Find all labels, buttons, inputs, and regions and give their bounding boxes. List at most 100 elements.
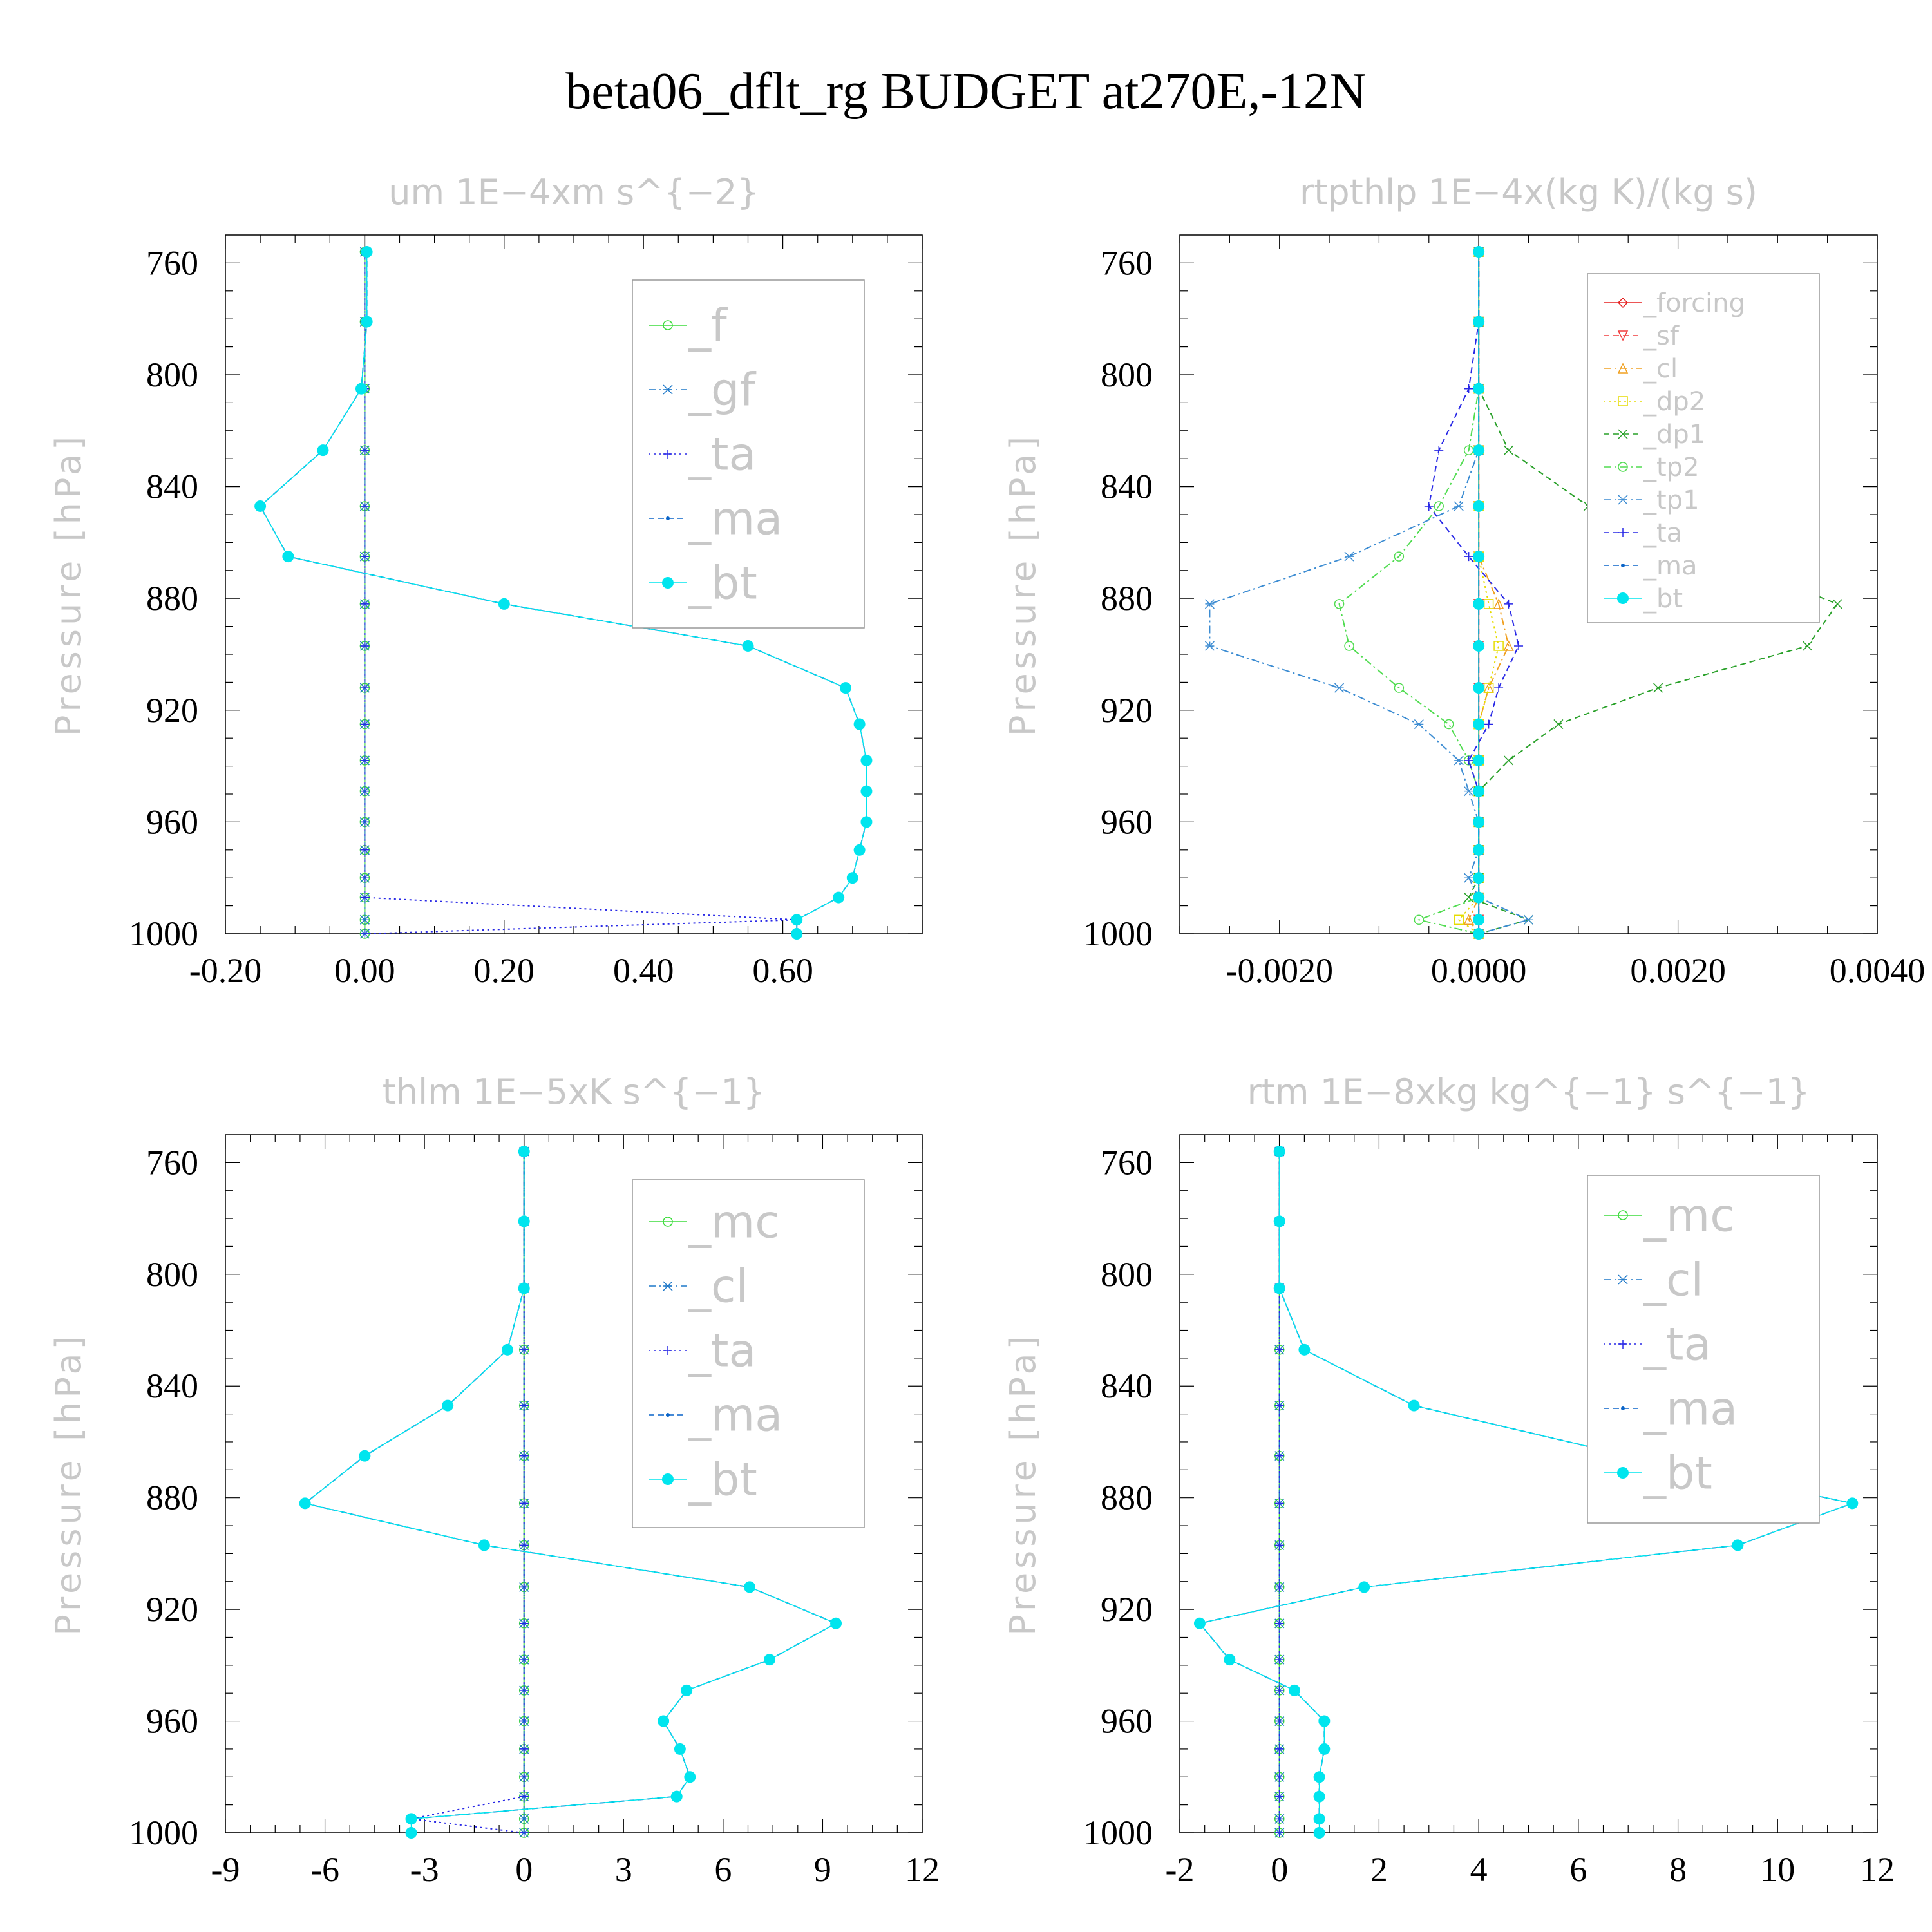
data-point <box>1473 598 1485 610</box>
legend-label: _ta <box>1643 1318 1711 1371</box>
data-point <box>1514 641 1524 650</box>
legend-label: _mc <box>688 1196 780 1249</box>
x-tick-label: -9 <box>211 1850 240 1889</box>
data-point <box>1464 755 1473 765</box>
x-tick-label: -3 <box>410 1850 439 1889</box>
data-point <box>1273 1215 1285 1227</box>
data-point <box>1803 641 1813 651</box>
data-point <box>1523 914 1534 925</box>
data-point <box>519 1499 529 1508</box>
legend-marker <box>663 1217 673 1227</box>
series-line <box>411 1151 525 1833</box>
data-point <box>518 1146 530 1158</box>
data-point <box>1334 599 1345 609</box>
x-tick-label: 12 <box>1860 1850 1895 1889</box>
data-point <box>1344 551 1354 562</box>
data-point <box>1473 500 1485 512</box>
series-line <box>1338 252 1480 934</box>
data-point <box>1274 1814 1284 1824</box>
data-point <box>519 1685 529 1695</box>
data-point <box>1313 1813 1325 1825</box>
y-tick-label: 920 <box>1101 1590 1153 1629</box>
data-point <box>833 891 845 904</box>
legend: _mc _cl _ta _ma _bt <box>632 1179 865 1528</box>
data-point <box>1473 682 1485 694</box>
data-point <box>658 1715 670 1727</box>
data-point <box>1274 1499 1284 1508</box>
data-point <box>1483 599 1494 609</box>
y-tick-label: 1000 <box>1083 1814 1153 1852</box>
legend-marker <box>666 1413 670 1417</box>
data-point <box>1473 383 1485 395</box>
data-point <box>519 1345 529 1354</box>
panel-title: thlm 1E−5xK s^{−1} <box>383 1072 765 1112</box>
legend-marker <box>1621 564 1625 567</box>
data-point <box>478 1539 490 1551</box>
data-point <box>1443 719 1454 730</box>
data-point <box>1344 641 1354 651</box>
legend-label: _ma <box>1643 551 1697 581</box>
x-tick-label: 10 <box>1760 1850 1795 1889</box>
y-tick-label: 880 <box>1101 579 1153 618</box>
legend-label: _ta <box>1643 518 1682 548</box>
x-tick-label: 12 <box>905 1850 940 1889</box>
data-point <box>1473 816 1485 828</box>
legend-label: _cl <box>1643 1254 1703 1307</box>
data-point <box>518 1215 530 1227</box>
y-tick-label: 920 <box>1101 691 1153 730</box>
y-tick-label: 960 <box>146 1702 198 1741</box>
data-point <box>519 1814 529 1824</box>
legend: _forcing _sf_cl_dp2_dp1 _tp2 _tp1 _ta_ma_bt <box>1587 273 1820 623</box>
data-point <box>1473 316 1485 328</box>
data-point <box>1473 891 1485 904</box>
legend-marker <box>1621 1406 1625 1410</box>
legend-marker <box>663 1281 673 1291</box>
data-point <box>1464 384 1473 393</box>
data-point <box>1473 246 1485 258</box>
data-point <box>519 1716 529 1726</box>
data-point <box>1473 551 1485 563</box>
data-point <box>498 598 510 610</box>
legend-marker <box>666 516 670 520</box>
data-point <box>359 1450 371 1462</box>
legend-box <box>1587 273 1820 623</box>
data-point <box>791 928 803 940</box>
data-point <box>360 786 370 796</box>
data-point <box>684 1771 696 1783</box>
legend-marker <box>1618 1340 1627 1349</box>
y-tick-label: 840 <box>146 468 198 506</box>
data-point <box>360 929 370 938</box>
legend-box <box>632 1179 865 1528</box>
data-point <box>1503 640 1514 651</box>
series-tp1 <box>1204 247 1534 939</box>
x-tick-label: -2 <box>1166 1850 1195 1889</box>
legend: _mc _cl _ta _ma _bt <box>1587 1175 1820 1524</box>
y-tick-label: 1000 <box>129 914 198 953</box>
data-point <box>519 1772 529 1782</box>
data-point <box>519 1540 529 1550</box>
data-point <box>519 1744 529 1754</box>
data-point <box>1274 1772 1284 1782</box>
legend-label: _cl <box>688 1260 748 1313</box>
legend-marker <box>1618 396 1628 406</box>
data-point <box>1493 641 1504 651</box>
x-tick-label: 0.0020 <box>1630 951 1726 990</box>
legend-marker <box>1618 429 1628 439</box>
y-tick-label: 880 <box>146 1479 198 1517</box>
legend-marker <box>1618 495 1628 505</box>
legend-marker <box>1617 297 1629 308</box>
x-tick-label: 0.20 <box>474 951 535 990</box>
data-point <box>1473 444 1485 457</box>
data-point <box>1414 914 1425 925</box>
legend-marker <box>663 1346 672 1355</box>
y-tick-label: 840 <box>146 1367 198 1405</box>
legend-box <box>1587 1175 1820 1524</box>
legend-label: _bt <box>688 557 757 610</box>
data-point <box>442 1399 454 1412</box>
data-point <box>1274 1744 1284 1754</box>
data-point <box>501 1343 513 1356</box>
legend-label: _gf <box>688 364 756 417</box>
data-point <box>1274 1685 1284 1695</box>
x-tick-label: -6 <box>310 1850 339 1889</box>
data-point <box>1484 719 1493 729</box>
